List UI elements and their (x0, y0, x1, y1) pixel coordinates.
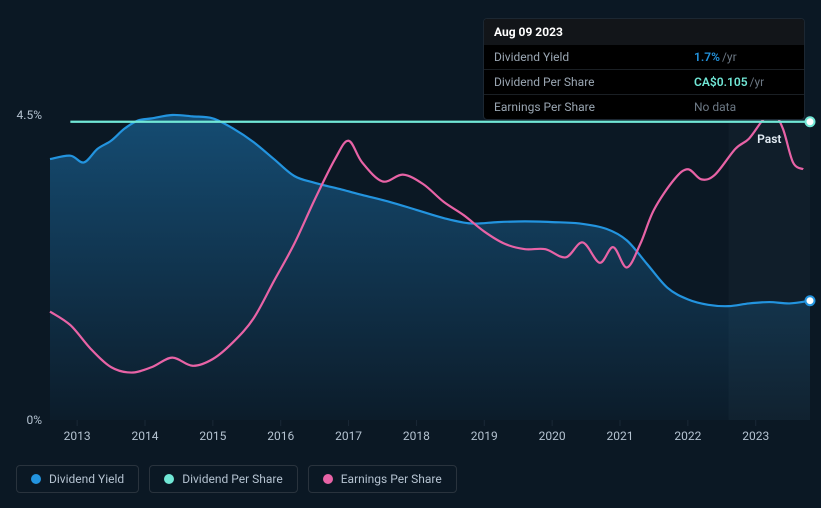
tooltip-row-value: 1.7%/yr (684, 45, 804, 69)
tooltip-row-name: Dividend Per Share (484, 70, 684, 94)
series-end-marker (806, 117, 815, 126)
legend-label: Dividend Per Share (182, 472, 283, 486)
legend-swatch (164, 474, 174, 484)
x-tick-label: 2021 (607, 429, 634, 443)
x-tick-label: 2015 (199, 429, 226, 443)
dividend-chart: Past 2013 2014 2015 2016 2017 2018 2019 2020 2021… (0, 0, 821, 508)
x-tick-label: 2014 (132, 429, 159, 443)
legend-item-dy[interactable]: Dividend Yield (16, 465, 139, 493)
y-max-label: 4.5% (17, 108, 43, 122)
x-tick-label: 2019 (471, 429, 498, 443)
tooltip-row: Dividend Yield1.7%/yr (484, 45, 804, 69)
legend-item-dps[interactable]: Dividend Per Share (149, 465, 298, 493)
past-label: Past (757, 132, 781, 146)
tooltip-row-value: CA$0.105/yr (684, 70, 804, 94)
x-tick-label: 2017 (335, 429, 362, 443)
chart-legend: Dividend Yield Dividend Per Share Earnings… (16, 465, 457, 493)
legend-label: Earnings Per Share (341, 472, 442, 486)
x-tick-label: 2020 (539, 429, 566, 443)
legend-swatch (31, 474, 41, 484)
legend-item-eps[interactable]: Earnings Per Share (308, 465, 457, 493)
x-tick-label: 2016 (267, 429, 294, 443)
tooltip-row: Dividend Per ShareCA$0.105/yr (484, 69, 804, 94)
legend-swatch (323, 474, 333, 484)
tooltip-date: Aug 09 2023 (484, 19, 804, 45)
tooltip-row-name: Dividend Yield (484, 45, 684, 69)
legend-label: Dividend Yield (49, 472, 124, 486)
chart-tooltip: Aug 09 2023 Dividend Yield1.7%/yrDividen… (483, 18, 805, 120)
y-min-label: 0% (26, 413, 42, 427)
series-end-marker (806, 296, 815, 305)
tooltip-row: Earnings Per ShareNo data (484, 94, 804, 119)
dividend-yield-area (50, 115, 810, 420)
x-tick-label: 2023 (742, 429, 769, 443)
tooltip-row-name: Earnings Per Share (484, 95, 684, 119)
x-tick-label: 2022 (674, 429, 701, 443)
x-tick-label: 2018 (403, 429, 430, 443)
tooltip-row-value: No data (684, 95, 804, 119)
x-tick-label: 2013 (64, 429, 91, 443)
